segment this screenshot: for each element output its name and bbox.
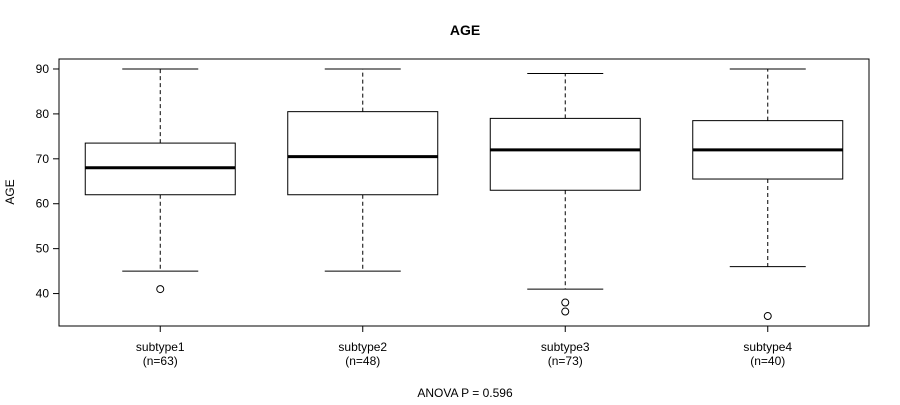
outlier-point: [763, 312, 772, 321]
iqr-box: [489, 117, 641, 191]
box-subtype1: [84, 68, 236, 294]
category-label: subtype1: [136, 340, 185, 354]
y-tick-label: 90: [36, 62, 50, 76]
y-axis-label: AGE: [3, 179, 17, 204]
anova-footnote: ANOVA P = 0.596: [417, 386, 513, 400]
box-subtype3: [489, 72, 641, 316]
chart-title: AGE: [450, 22, 480, 38]
box-subtype4: [692, 68, 844, 321]
outlier-point: [561, 307, 570, 316]
category-label: subtype4: [743, 340, 792, 354]
y-tick-label: 50: [36, 242, 50, 256]
x-axis-labels: subtype1(n=63) subtype2(n=48) subtype3(n=7…: [136, 326, 792, 368]
category-n-label: (n=48): [345, 354, 380, 368]
y-tick-label: 60: [36, 197, 50, 211]
category-n-label: (n=63): [143, 354, 178, 368]
y-tick-label: 40: [36, 287, 50, 301]
y-tick-label: 80: [36, 107, 50, 121]
plot-frame: [58, 58, 870, 327]
iqr-box: [287, 111, 439, 196]
category-label: subtype2: [338, 340, 387, 354]
y-axis: 40 50 60 70 80 90: [36, 62, 59, 301]
y-tick-label: 70: [36, 152, 50, 166]
box-subtype2: [287, 68, 439, 272]
outlier-point: [156, 285, 165, 294]
category-n-label: (n=73): [548, 354, 583, 368]
category-n-label: (n=40): [750, 354, 785, 368]
outlier-point: [561, 298, 570, 307]
category-label: subtype3: [541, 340, 590, 354]
boxes-group: [84, 68, 844, 321]
